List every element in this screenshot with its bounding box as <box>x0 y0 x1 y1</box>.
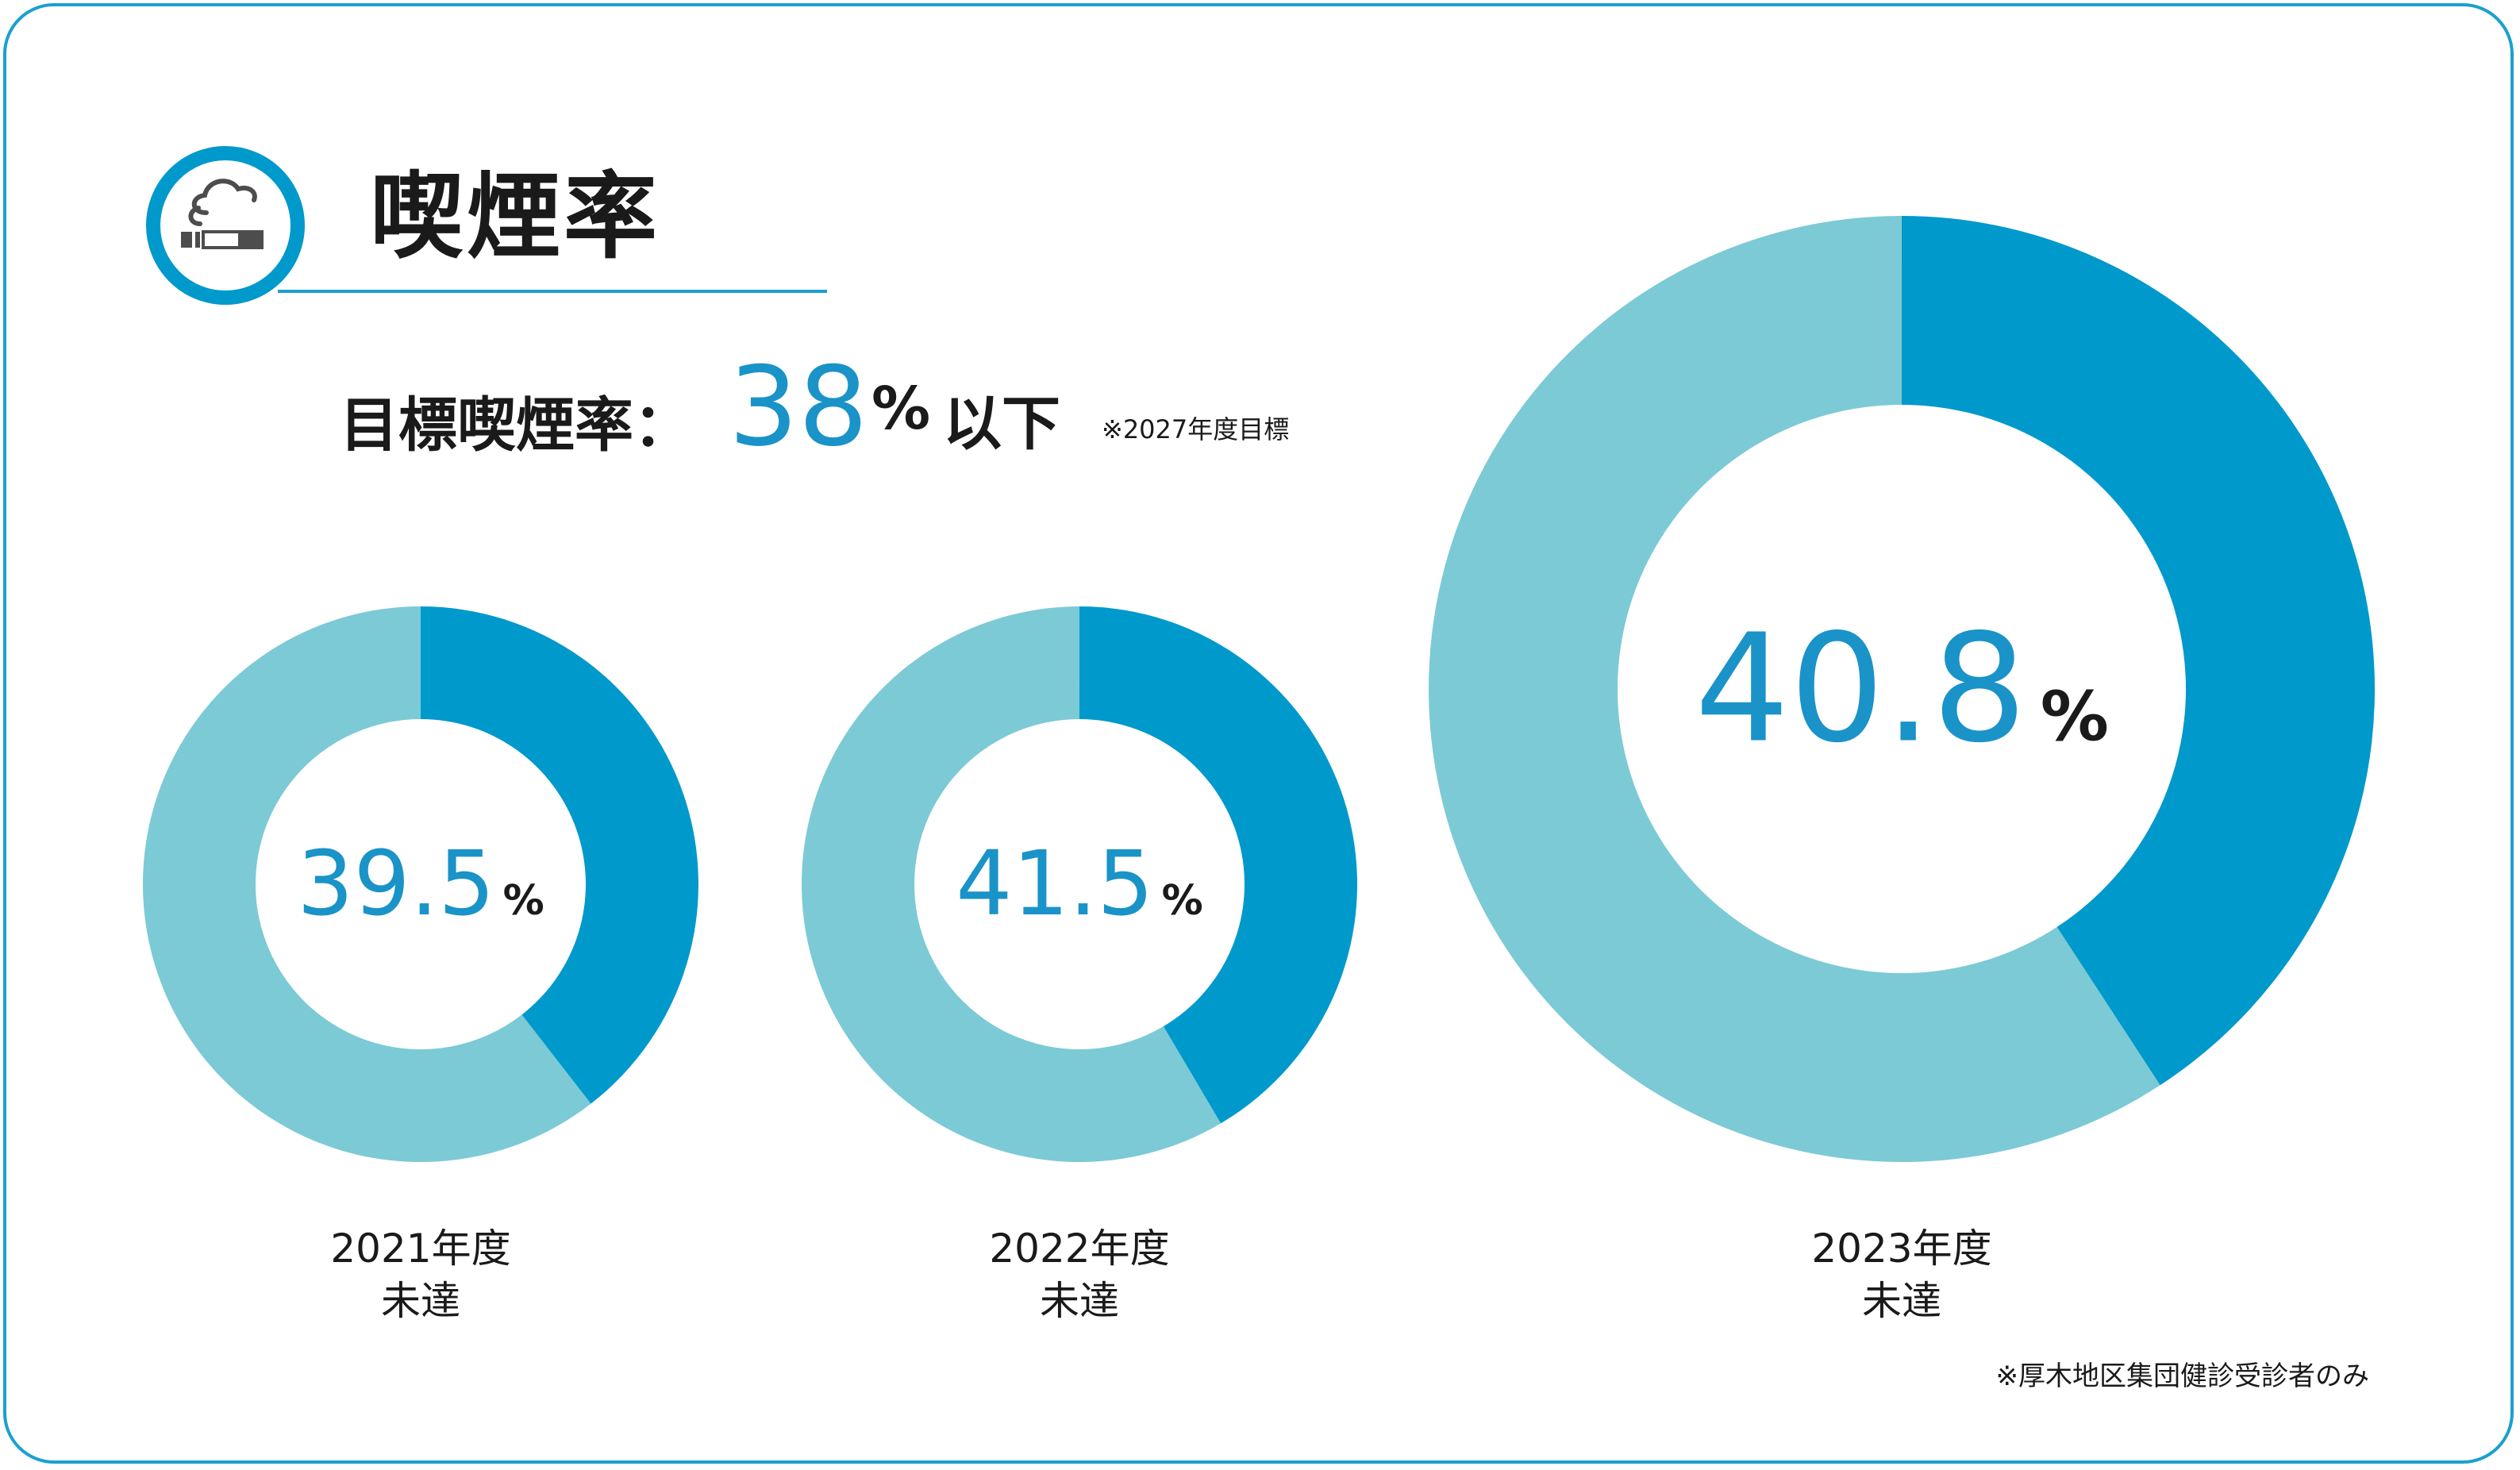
target-value: 38 <box>729 343 868 471</box>
donut-value-label: 39.5 <box>297 833 495 936</box>
donut-value-label: 41.5 <box>956 833 1154 936</box>
donut-center-label: 40.8% <box>1695 602 2109 776</box>
target-suffix: 以下 <box>943 390 1060 458</box>
donut-percent-sign: % <box>502 877 544 925</box>
donut-year-label: 2023年度 <box>1811 1226 1992 1272</box>
donut-caption: 2021年度 未達 <box>330 1222 510 1327</box>
donut-remainder-slice <box>142 606 591 1162</box>
title-underline <box>278 290 827 293</box>
donut-value-label: 40.8 <box>1695 602 2027 776</box>
page-title: 喫煙率 <box>370 162 661 271</box>
donut-status-label: 未達 <box>1040 1278 1119 1324</box>
donut-status-label: 未達 <box>1862 1278 1941 1324</box>
donut-caption: 2022年度 未達 <box>989 1222 1169 1327</box>
donut-center-label: 41.5% <box>956 833 1202 936</box>
target-note: ※2027年度目標 <box>1102 414 1290 444</box>
donut-remainder-slice <box>1429 216 2160 1162</box>
smoking-icon <box>144 144 306 306</box>
card-frame <box>3 3 2514 1464</box>
donut-center-label: 39.5% <box>297 833 544 936</box>
donut-value-slice <box>1079 606 1357 1124</box>
donut-caption: 2023年度 未達 <box>1811 1222 1991 1327</box>
donut-year-label: 2022年度 <box>989 1226 1170 1272</box>
footnote: ※厚木地区集団健診受診者のみ <box>1995 1360 2370 1392</box>
donut-percent-sign: % <box>2040 677 2109 757</box>
donut-year-label: 2021年度 <box>330 1226 511 1272</box>
donut-remainder-slice <box>802 606 1222 1163</box>
donut-value-slice <box>421 606 698 1104</box>
donut-status-label: 未達 <box>381 1278 460 1324</box>
donut-percent-sign: % <box>1161 877 1203 925</box>
target-percent-sign: % <box>871 375 931 443</box>
target-label: 目標喫煙率： <box>340 391 692 460</box>
donut-value-slice <box>1902 216 2375 1086</box>
